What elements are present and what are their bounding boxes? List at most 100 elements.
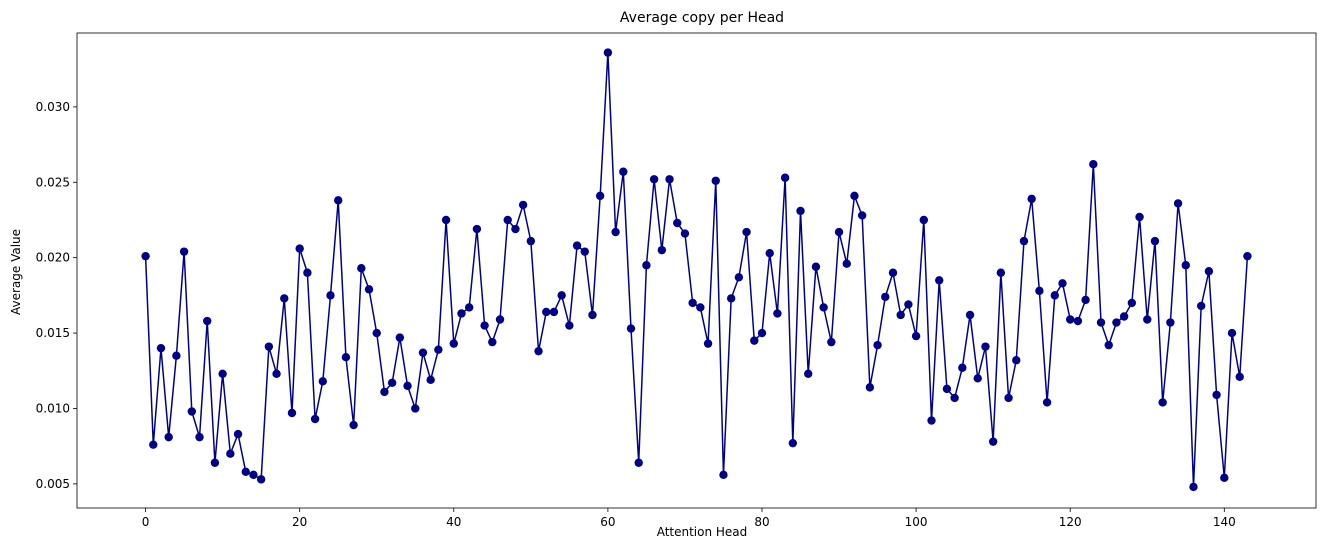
data-point [857, 211, 867, 220]
data-point [395, 333, 405, 342]
data-point [542, 307, 551, 317]
data-point [881, 292, 890, 302]
data-point [1143, 315, 1152, 324]
data-point [726, 294, 736, 303]
data-point [341, 353, 351, 362]
data-point [1081, 295, 1090, 305]
data-point [1135, 212, 1144, 222]
data-point [796, 206, 805, 216]
data-point [218, 369, 227, 378]
data-point [179, 247, 189, 256]
data-point [1173, 199, 1183, 208]
plot-frame [76, 32, 1317, 509]
data-point [434, 345, 443, 354]
data-point [965, 310, 975, 320]
data-point [981, 342, 990, 351]
y-tick-label: 0.020 [36, 251, 70, 265]
y-tick-label: 0.015 [36, 326, 70, 340]
data-point [511, 224, 520, 234]
data-point [272, 369, 281, 378]
data-point [380, 387, 389, 397]
data-point [280, 294, 289, 303]
data-point [919, 215, 928, 225]
data-point [873, 340, 882, 350]
data-point [958, 363, 967, 372]
data-point [626, 324, 636, 333]
x-tick-label: 20 [292, 515, 307, 529]
data-point [927, 416, 936, 425]
y-tick-label: 0.030 [36, 100, 70, 114]
data-point [711, 176, 720, 185]
data-point [665, 175, 674, 184]
data-point [441, 215, 451, 225]
data-point [549, 307, 559, 317]
data-point [256, 475, 266, 484]
data-point [1104, 340, 1113, 350]
data-point [649, 175, 659, 184]
data-point [734, 273, 744, 282]
data-point [565, 321, 574, 330]
data-point [935, 276, 944, 285]
data-point [611, 227, 620, 237]
data-point [1227, 328, 1237, 338]
data-point [850, 191, 859, 201]
data-point [950, 393, 959, 403]
data-point [1127, 298, 1137, 308]
data-point [156, 343, 166, 353]
data-point [742, 227, 751, 237]
data-point [1166, 318, 1175, 327]
y-axis: 0.005 0.010 0.015 0.020 0.025 0.030 [36, 100, 77, 491]
data-point [349, 420, 358, 430]
data-point [503, 215, 512, 225]
data-point [526, 236, 536, 246]
data-point [996, 268, 1006, 277]
data-point [357, 264, 366, 273]
data-point [572, 241, 582, 250]
data-point [1042, 398, 1052, 407]
data-point [1004, 393, 1013, 403]
data-point [1012, 356, 1021, 365]
data-point [457, 309, 466, 318]
y-tick-label: 0.010 [36, 401, 70, 415]
x-tick-label: 40 [446, 515, 461, 529]
data-point [719, 470, 728, 480]
data-point [1212, 390, 1221, 400]
data-point [1112, 318, 1121, 327]
data-point [673, 218, 682, 228]
data-point [233, 429, 243, 439]
data-point [688, 298, 697, 308]
data-point [387, 378, 397, 388]
data-point [1196, 301, 1206, 311]
data-point [1089, 159, 1098, 169]
data-point [1035, 286, 1044, 296]
data-point [226, 449, 235, 458]
data-point [703, 339, 713, 348]
x-tick-label: 60 [600, 515, 615, 529]
data-point [811, 262, 821, 271]
y-tick-label: 0.025 [36, 175, 70, 189]
data-point [1150, 236, 1160, 246]
chart-title: Average copy per Head [620, 10, 784, 26]
data-point [411, 404, 420, 413]
data-point [318, 377, 327, 386]
data-point [911, 331, 921, 341]
data-point [241, 467, 250, 477]
series-line [144, 51, 1249, 488]
data-point [750, 336, 759, 345]
data-point [834, 227, 844, 237]
x-tick-label: 80 [754, 515, 769, 529]
data-point [472, 224, 482, 234]
data-point [426, 375, 435, 385]
data-point [403, 381, 412, 391]
data-point [1189, 482, 1198, 492]
data-point [287, 408, 297, 418]
data-point [1066, 315, 1075, 324]
y-axis-title: Average Value [9, 229, 23, 315]
data-point [788, 438, 798, 448]
x-tick-label: 0 [142, 515, 150, 529]
data-point [195, 432, 204, 442]
data-point [1243, 251, 1252, 261]
data-point [187, 407, 197, 416]
